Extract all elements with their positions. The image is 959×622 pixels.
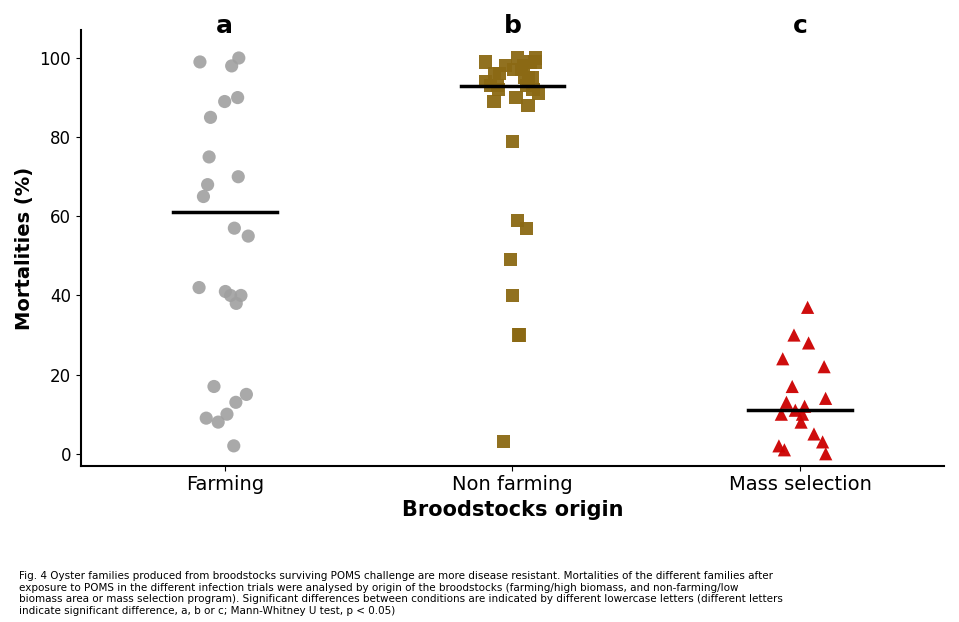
Point [775, 354, 790, 364]
Point [795, 409, 810, 419]
Point [526, 85, 541, 95]
Point [203, 113, 219, 123]
Point [206, 381, 222, 391]
Point [510, 215, 526, 225]
Point [818, 393, 833, 403]
Point [800, 302, 815, 312]
Point [492, 69, 507, 79]
Point [521, 73, 536, 83]
Point [482, 81, 498, 91]
Point [228, 299, 244, 309]
Point [192, 282, 207, 292]
Point [818, 449, 833, 459]
Text: b: b [503, 14, 522, 38]
Point [797, 401, 812, 411]
Point [771, 441, 786, 451]
Point [211, 417, 226, 427]
Point [807, 429, 822, 439]
Point [199, 180, 215, 190]
Point [505, 65, 521, 75]
Text: Fig. 4 Oyster families produced from broodstocks surviving POMS challenge are mo: Fig. 4 Oyster families produced from bro… [19, 571, 784, 616]
Point [816, 362, 831, 372]
Point [201, 152, 217, 162]
Point [815, 437, 830, 447]
Point [519, 81, 534, 91]
Point [779, 397, 794, 407]
Point [521, 77, 536, 86]
Point [218, 287, 233, 297]
Point [504, 290, 520, 300]
Point [786, 330, 802, 340]
Point [222, 290, 238, 300]
X-axis label: Broodstocks origin: Broodstocks origin [402, 500, 623, 520]
Point [491, 85, 506, 95]
Point [793, 417, 808, 427]
Point [512, 330, 527, 340]
Point [523, 57, 538, 67]
Point [777, 445, 792, 455]
Point [220, 409, 235, 419]
Point [801, 338, 816, 348]
Point [787, 406, 803, 415]
Point [239, 389, 254, 399]
Point [516, 61, 531, 71]
Text: c: c [793, 14, 807, 38]
Point [228, 397, 244, 407]
Text: a: a [216, 14, 233, 38]
Point [230, 172, 246, 182]
Point [224, 61, 240, 71]
Point [510, 53, 526, 63]
Point [784, 381, 800, 391]
Y-axis label: Mortalities (%): Mortalities (%) [15, 167, 34, 330]
Point [241, 231, 256, 241]
Point [521, 101, 536, 111]
Point [486, 96, 502, 106]
Point [527, 53, 543, 63]
Point [231, 53, 246, 63]
Point [192, 57, 207, 67]
Point [514, 65, 529, 75]
Point [517, 73, 532, 83]
Point [519, 223, 534, 233]
Point [479, 77, 494, 86]
Point [196, 192, 211, 202]
Point [233, 290, 248, 300]
Point [496, 437, 511, 447]
Point [504, 136, 520, 146]
Point [508, 93, 524, 103]
Point [226, 223, 242, 233]
Point [226, 441, 242, 451]
Point [490, 81, 505, 91]
Point [498, 61, 513, 71]
Point [479, 57, 494, 67]
Point [503, 255, 519, 265]
Point [525, 73, 540, 83]
Point [527, 57, 543, 67]
Point [511, 330, 526, 340]
Point [199, 413, 214, 423]
Point [774, 409, 789, 419]
Point [530, 89, 546, 99]
Point [230, 93, 246, 103]
Point [487, 69, 503, 79]
Point [217, 96, 232, 106]
